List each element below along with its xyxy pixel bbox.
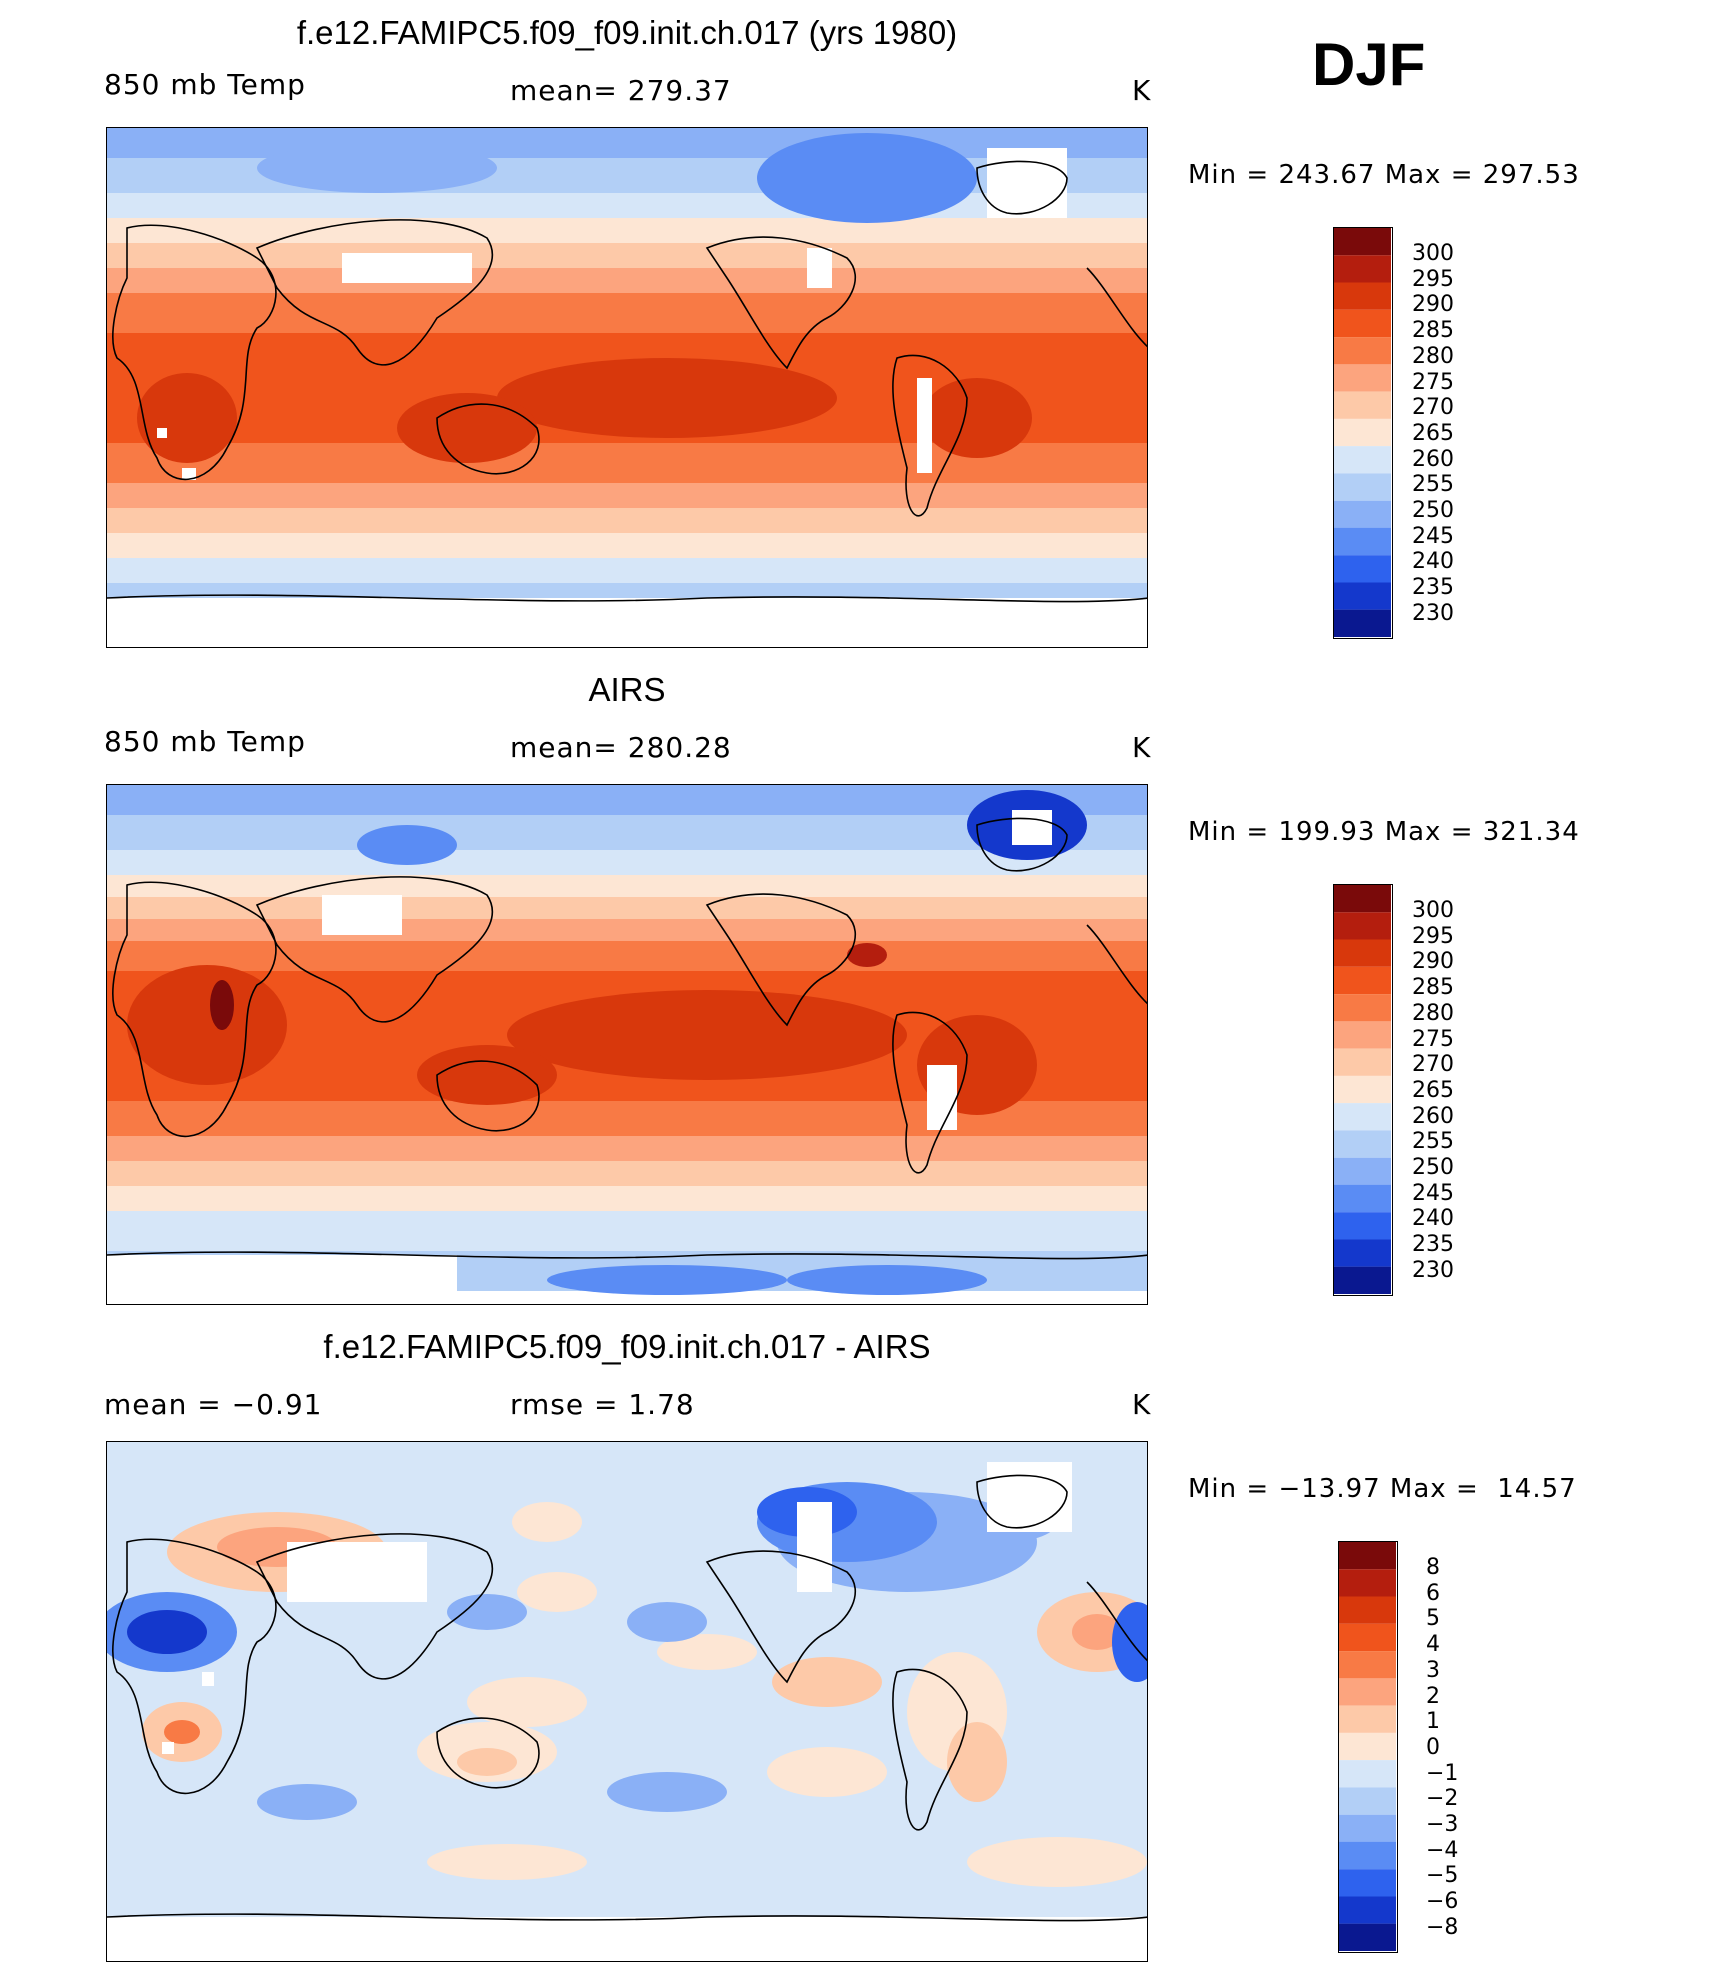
panel1-cb-label: 255 — [1412, 472, 1454, 498]
panel3-cb-label: 3 — [1426, 1657, 1440, 1683]
panel3-cb-label: −1 — [1426, 1760, 1459, 1786]
panel2-cb-label: 270 — [1412, 1052, 1454, 1078]
panel2-mean-label: mean= 280.28 — [510, 731, 732, 764]
panel2-colorbar — [1333, 884, 1393, 1296]
panel2-map-field — [107, 785, 1147, 1304]
panel1-cb-label: 285 — [1412, 318, 1454, 344]
panel3-mean-label: mean = −0.91 — [104, 1388, 323, 1421]
panel3-minmax: Min = −13.97 Max = 14.57 — [1188, 1474, 1577, 1504]
panel2-variable-label: 850 mb Temp — [104, 725, 306, 758]
panel3-cb-label: 4 — [1426, 1632, 1440, 1658]
panel2-title: AIRS — [588, 671, 666, 708]
panel2-cb-label: 235 — [1412, 1232, 1454, 1258]
panel3-map-field — [107, 1442, 1147, 1961]
panel3-cb-label: 6 — [1426, 1580, 1440, 1606]
panel1-cb-label: 260 — [1412, 446, 1454, 472]
panel2-cb-label: 265 — [1412, 1077, 1454, 1103]
panel2-cb-label: 295 — [1412, 923, 1454, 949]
panel2-cb-label: 280 — [1412, 1000, 1454, 1026]
panel3-cb-label: 0 — [1426, 1734, 1440, 1760]
panel3-cb-label: 2 — [1426, 1683, 1440, 1709]
panel2-cb-label: 260 — [1412, 1103, 1454, 1129]
panel3-cb-label: 5 — [1426, 1606, 1440, 1632]
panel1-units: K — [1132, 74, 1152, 107]
panel1-map — [106, 127, 1148, 648]
panel3-cb-label: 8 — [1426, 1555, 1440, 1580]
season-label: DJF — [1312, 31, 1426, 98]
panel1-cb-label: 295 — [1412, 266, 1454, 292]
panel2-cb-label: 290 — [1412, 949, 1454, 975]
panel1-colorbar — [1333, 227, 1393, 639]
panel2-units: K — [1132, 731, 1152, 764]
panel2-cb-label: 275 — [1412, 1026, 1454, 1052]
panel3-cb-label: 1 — [1426, 1709, 1440, 1735]
panel1-variable-label: 850 mb Temp — [104, 68, 306, 101]
panel3-title: f.e12.FAMIPC5.f09_f09.init.ch.017 - AIRS — [323, 1328, 931, 1365]
panel1-cb-label: 275 — [1412, 369, 1454, 395]
panel2-cb-label: 300 — [1412, 898, 1454, 923]
panel1-map-field — [107, 128, 1147, 647]
panel3-cb-label: −2 — [1426, 1786, 1459, 1812]
panel2-cb-label: 255 — [1412, 1129, 1454, 1155]
panel3-cb-label: −8 — [1426, 1914, 1459, 1940]
panel1-cb-label: 265 — [1412, 420, 1454, 446]
panel1-cb-label: 250 — [1412, 498, 1454, 523]
panel2-cb-label: 230 — [1412, 1257, 1454, 1283]
panel3-map — [106, 1441, 1148, 1962]
panel3-cb-label: −6 — [1426, 1889, 1459, 1915]
panel1-cb-label: 300 — [1412, 241, 1454, 266]
panel3-units: K — [1132, 1388, 1152, 1421]
panel1-cb-label: 240 — [1412, 549, 1454, 575]
panel2-cb-label: 250 — [1412, 1155, 1454, 1180]
panel1-cb-label: 235 — [1412, 575, 1454, 601]
panel3-colorbar — [1338, 1541, 1398, 1953]
panel2-minmax: Min = 199.93 Max = 321.34 — [1188, 817, 1580, 847]
panel2-map — [106, 784, 1148, 1305]
panel1-title: f.e12.FAMIPC5.f09_f09.init.ch.017 (yrs 1… — [296, 14, 958, 51]
panel3-cb-label: −4 — [1426, 1837, 1459, 1863]
panel1-cb-label: 245 — [1412, 523, 1454, 549]
panel2-cb-label: 245 — [1412, 1180, 1454, 1206]
panel2-cb-label: 240 — [1412, 1206, 1454, 1232]
panel3-cb-label: −5 — [1426, 1863, 1459, 1889]
panel1-minmax: Min = 243.67 Max = 297.53 — [1188, 160, 1580, 190]
panel1-cb-label: 290 — [1412, 292, 1454, 318]
panel2-cb-label: 285 — [1412, 975, 1454, 1001]
panel1-cb-label: 280 — [1412, 343, 1454, 369]
panel1-mean-label: mean= 279.37 — [510, 74, 732, 107]
panel1-cb-label: 230 — [1412, 600, 1454, 626]
panel3-cb-label: −3 — [1426, 1812, 1459, 1837]
panel1-cb-label: 270 — [1412, 395, 1454, 421]
panel3-rmse-label: rmse = 1.78 — [510, 1388, 695, 1421]
